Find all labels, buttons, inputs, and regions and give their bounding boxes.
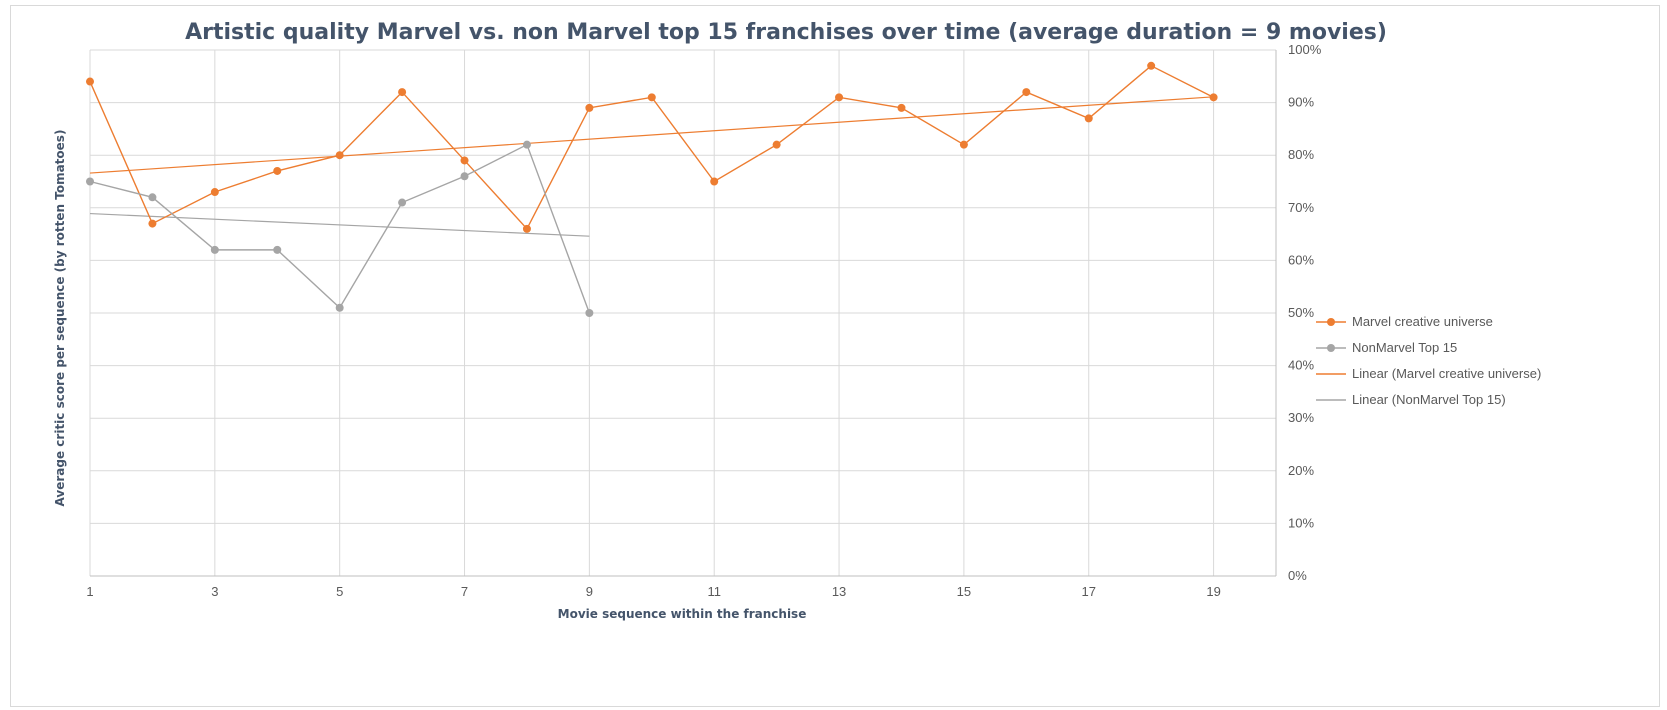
- data-point: [647, 93, 656, 102]
- y-tick-label: 30%: [1288, 410, 1314, 425]
- y-tick-label: 40%: [1288, 358, 1314, 373]
- y-tick-label: 50%: [1288, 305, 1314, 320]
- x-tick-label: 3: [211, 584, 218, 599]
- series-line: [89, 64, 1214, 231]
- data-point: [522, 224, 531, 233]
- data-point: [1147, 61, 1156, 70]
- data-point: [210, 188, 219, 197]
- data-point: [710, 177, 719, 186]
- data-point: [86, 177, 94, 186]
- y-tick-label: 10%: [1288, 515, 1314, 530]
- data-point: [460, 156, 469, 165]
- trendlines: [89, 96, 1214, 237]
- y-tick-label: 80%: [1288, 147, 1314, 162]
- legend-label: Marvel creative universe: [1352, 314, 1493, 329]
- trendline: [89, 212, 590, 237]
- legend-label: Linear (Marvel creative universe): [1352, 366, 1541, 381]
- y-tick-label: 90%: [1288, 95, 1314, 110]
- data-point: [148, 193, 157, 202]
- y-tick-label: 0%: [1288, 568, 1307, 583]
- data-point: [273, 166, 282, 175]
- x-axis-title: Movie sequence within the franchise: [558, 607, 807, 621]
- data-point: [1209, 93, 1218, 102]
- data-point: [897, 103, 906, 112]
- data-point: [86, 77, 94, 86]
- x-tick-label: 11: [707, 584, 721, 599]
- data-point: [210, 245, 219, 254]
- x-tick-label: 13: [832, 584, 846, 599]
- legend-marker: [1327, 344, 1335, 352]
- data-point: [460, 172, 469, 181]
- data-point: [148, 219, 157, 228]
- data-point: [335, 151, 344, 160]
- trendline: [89, 96, 1214, 174]
- x-tick-label: 9: [586, 584, 593, 599]
- data-point: [959, 140, 968, 149]
- chart-title: Artistic quality Marvel vs. non Marvel t…: [185, 20, 1387, 45]
- grid: [89, 49, 1276, 577]
- data-point: [1022, 88, 1031, 97]
- legend-marker: [1327, 318, 1335, 326]
- y-tick-label: 20%: [1288, 463, 1314, 478]
- data-point: [522, 140, 531, 149]
- legend-label: NonMarvel Top 15: [1352, 340, 1457, 355]
- x-tick-label: 15: [957, 584, 971, 599]
- data-point: [835, 93, 844, 102]
- x-tick-label: 5: [336, 584, 343, 599]
- x-tick-label: 7: [461, 584, 468, 599]
- y-axis-title: Average critic score per sequence (by ro…: [53, 130, 67, 507]
- data-point: [273, 245, 282, 254]
- x-tick-label: 1: [86, 584, 93, 599]
- y-tick-label: 60%: [1288, 252, 1314, 267]
- data-point: [1084, 114, 1093, 123]
- y-tick-label: 100%: [1288, 42, 1322, 57]
- y-tick-label: 70%: [1288, 200, 1314, 215]
- legend-label: Linear (NonMarvel Top 15): [1352, 392, 1506, 407]
- axes: 0%10%20%30%40%50%60%70%80%90%100%1 3 5 7 9 11…: [86, 42, 1321, 599]
- data-point: [398, 88, 407, 97]
- series: [86, 61, 1218, 317]
- data-point: [398, 198, 407, 207]
- legend: Marvel creative universe NonMarvel Top 15…: [1316, 314, 1541, 407]
- x-tick-label: 19: [1206, 584, 1220, 599]
- data-point: [585, 309, 594, 317]
- data-point: [335, 303, 344, 312]
- data-point: [585, 103, 594, 112]
- data-point: [772, 140, 781, 149]
- x-tick-label: 17: [1082, 584, 1096, 599]
